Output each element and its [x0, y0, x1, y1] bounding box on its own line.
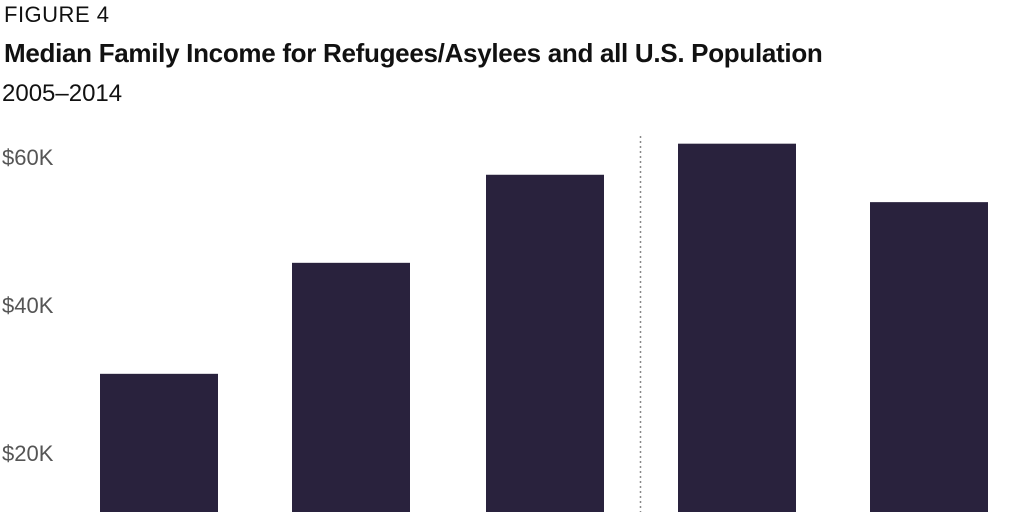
- y-tick-label: $60K: [2, 145, 54, 170]
- y-axis-ticks: $20K $40K $60K: [2, 145, 54, 466]
- chart-title: Median Family Income for Refugees/Asylee…: [4, 38, 823, 68]
- figure-label: FIGURE 4: [4, 2, 110, 27]
- bar: [870, 202, 988, 512]
- bar: [486, 174, 604, 512]
- y-tick-label: $20K: [2, 441, 54, 466]
- bar: [678, 143, 796, 512]
- chart-subtitle: 2005–2014: [2, 80, 123, 107]
- bar: [292, 262, 410, 512]
- y-tick-label: $40K: [2, 293, 54, 318]
- bars-group: [100, 143, 988, 512]
- bar: [100, 373, 218, 512]
